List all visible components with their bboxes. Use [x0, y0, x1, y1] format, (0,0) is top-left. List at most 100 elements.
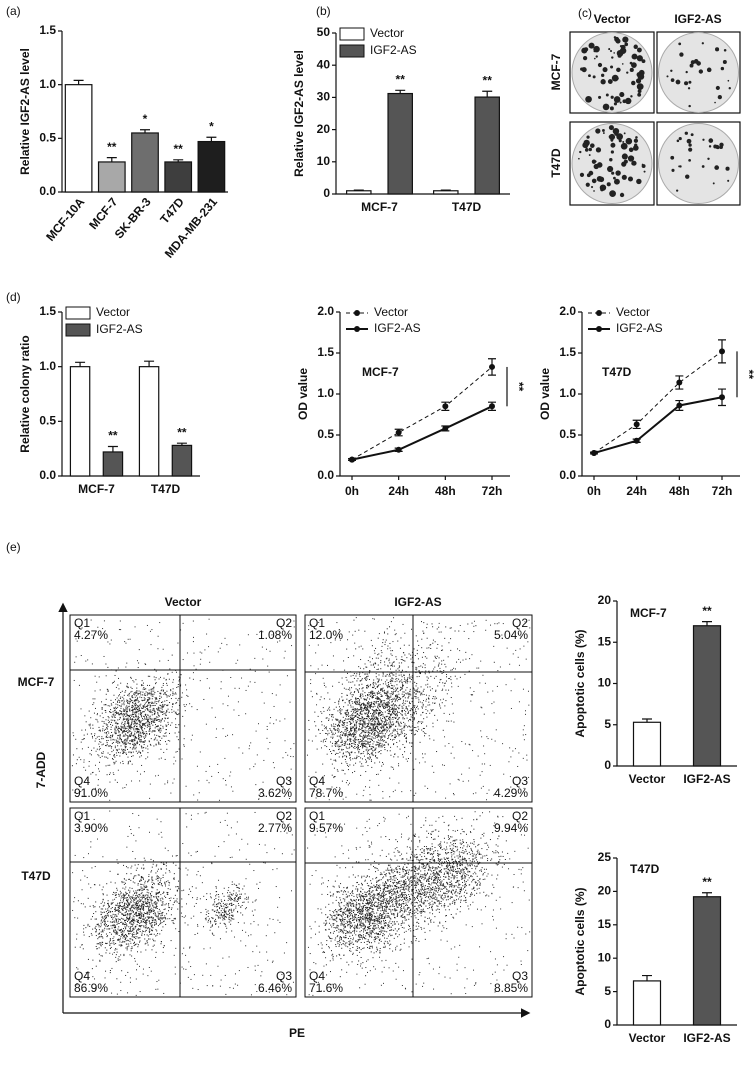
event-dot [375, 728, 376, 729]
event-dot [351, 676, 352, 677]
event-dot [89, 761, 90, 762]
event-dot [132, 710, 133, 711]
event-dot [200, 664, 201, 665]
event-dot [147, 746, 148, 747]
event-dot [400, 734, 401, 735]
event-dot [129, 703, 130, 704]
event-dot [225, 736, 226, 737]
event-dot [389, 697, 390, 698]
event-dot [123, 719, 124, 720]
significance-label: * [143, 112, 148, 126]
event-dot [411, 629, 412, 630]
event-dot [374, 762, 375, 763]
event-dot [115, 717, 116, 718]
event-dot [374, 713, 375, 714]
event-dot [388, 713, 389, 714]
event-dot [415, 690, 416, 691]
event-dot [238, 701, 239, 702]
colony-dot [628, 176, 633, 181]
event-dot [435, 691, 436, 692]
event-dot [364, 721, 365, 722]
colony-dot [611, 96, 614, 99]
event-dot [338, 682, 339, 683]
colony-dot [678, 165, 680, 167]
event-dot [349, 743, 350, 744]
event-dot [374, 653, 375, 654]
event-dot [405, 711, 406, 712]
event-dot [381, 711, 382, 712]
event-dot [361, 743, 362, 744]
event-dot [122, 761, 123, 762]
event-dot [232, 734, 233, 735]
event-dot [367, 685, 368, 686]
event-dot [153, 709, 154, 710]
event-dot [429, 704, 430, 705]
event-dot [456, 678, 457, 679]
event-dot [343, 753, 344, 754]
event-dot [153, 703, 154, 704]
event-dot [393, 693, 394, 694]
event-dot [131, 724, 132, 725]
data-point [489, 364, 495, 370]
event-dot [182, 716, 183, 717]
event-dot [351, 723, 352, 724]
event-dot [442, 764, 443, 765]
event-dot [148, 702, 149, 703]
event-dot [405, 682, 406, 683]
event-dot [488, 738, 489, 739]
event-dot [267, 726, 268, 727]
colony-dot [716, 86, 720, 90]
event-dot [351, 746, 352, 747]
event-dot [394, 698, 395, 699]
event-dot [373, 665, 374, 666]
event-dot [356, 726, 357, 727]
event-dot [145, 748, 146, 749]
event-dot [307, 755, 308, 756]
event-dot [135, 700, 136, 701]
event-dot [432, 709, 433, 710]
event-dot [378, 665, 379, 666]
event-dot [395, 691, 396, 692]
event-dot [414, 795, 415, 796]
event-dot [338, 721, 339, 722]
event-dot [378, 752, 379, 753]
event-dot [399, 724, 400, 725]
event-dot [376, 702, 377, 703]
event-dot [140, 704, 141, 705]
event-dot [315, 652, 316, 653]
panel-label: (b) [316, 4, 331, 18]
event-dot [209, 619, 210, 620]
event-dot [391, 766, 392, 767]
event-dot [354, 673, 355, 674]
event-dot [406, 734, 407, 735]
event-dot [331, 724, 332, 725]
event-dot [382, 704, 383, 705]
event-dot [371, 753, 372, 754]
event-dot [419, 676, 420, 677]
event-dot [126, 739, 127, 740]
event-dot [445, 700, 446, 701]
event-dot [388, 702, 389, 703]
event-dot [114, 739, 115, 740]
event-dot [141, 905, 142, 906]
event-dot [461, 774, 462, 775]
event-dot [163, 685, 164, 686]
event-dot [144, 711, 145, 712]
bar [347, 191, 371, 194]
colony-dot [618, 54, 622, 58]
event-dot [171, 712, 172, 713]
significance-label: ** [702, 875, 712, 889]
event-dot [116, 761, 117, 762]
event-dot [126, 701, 127, 702]
event-dot [405, 701, 406, 702]
event-dot [458, 659, 459, 660]
event-dot [170, 694, 171, 695]
event-dot [150, 745, 151, 746]
event-dot [134, 736, 135, 737]
event-dot [126, 735, 127, 736]
event-dot [398, 763, 399, 764]
event-dot [152, 927, 153, 928]
event-dot [451, 627, 452, 628]
event-dot [85, 661, 86, 662]
